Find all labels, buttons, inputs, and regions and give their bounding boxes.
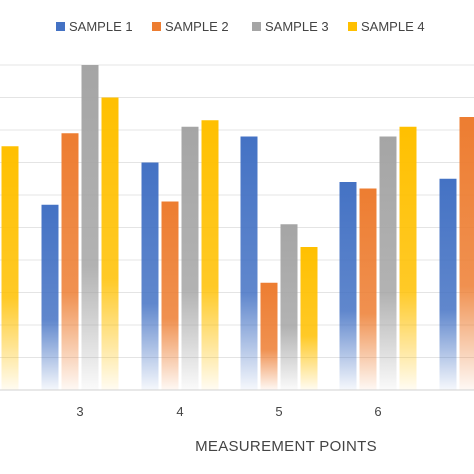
bar-sample-1-point-4 — [141, 162, 159, 390]
bar-sample-3-point-4 — [181, 126, 199, 390]
bar-sample-2-point-6 — [359, 188, 377, 390]
legend-label: SAMPLE 3 — [265, 19, 329, 34]
bar-sample-4-point-6 — [399, 126, 417, 390]
bar-sample-2-point-7 — [459, 117, 474, 390]
grid-lines — [0, 64, 474, 391]
legend-label: SAMPLE 4 — [361, 19, 425, 34]
bar-sample-2-point-4 — [161, 201, 179, 390]
x-tick-label: 5 — [275, 404, 282, 419]
bar-sample-1-point-3 — [41, 204, 59, 390]
x-axis-label: MEASUREMENT POINTS — [195, 438, 377, 455]
bar-sample-1-point-5 — [240, 136, 258, 390]
bar-sample-1-point-7 — [439, 178, 457, 390]
bar-sample-1-point-6 — [339, 182, 357, 390]
bar-sample-4-point-3 — [101, 97, 119, 390]
legend-swatch — [152, 22, 161, 31]
bar-sample-3-point-3 — [81, 65, 99, 390]
bars — [1, 65, 474, 390]
x-tick-label: 3 — [76, 404, 83, 419]
x-tick-label: 4 — [176, 404, 183, 419]
bar-sample-4-point-2 — [1, 146, 19, 390]
legend-label: SAMPLE 2 — [165, 19, 229, 34]
x-tick-label: 6 — [374, 404, 381, 419]
x-tick-labels: 3 4 5 6 — [76, 404, 381, 419]
legend-swatch — [348, 22, 357, 31]
legend-swatch — [252, 22, 261, 31]
legend: SAMPLE 1 SAMPLE 2 SAMPLE 3 SAMPLE 4 — [56, 19, 425, 34]
bar-sample-2-point-5 — [260, 282, 278, 390]
legend-swatch — [56, 22, 65, 31]
legend-label: SAMPLE 1 — [69, 19, 133, 34]
bar-sample-3-point-5 — [280, 224, 298, 390]
bar-sample-3-point-6 — [379, 136, 397, 390]
bar-sample-4-point-4 — [201, 120, 219, 390]
bar-sample-4-point-5 — [300, 247, 318, 390]
bar-sample-2-point-3 — [61, 133, 79, 390]
